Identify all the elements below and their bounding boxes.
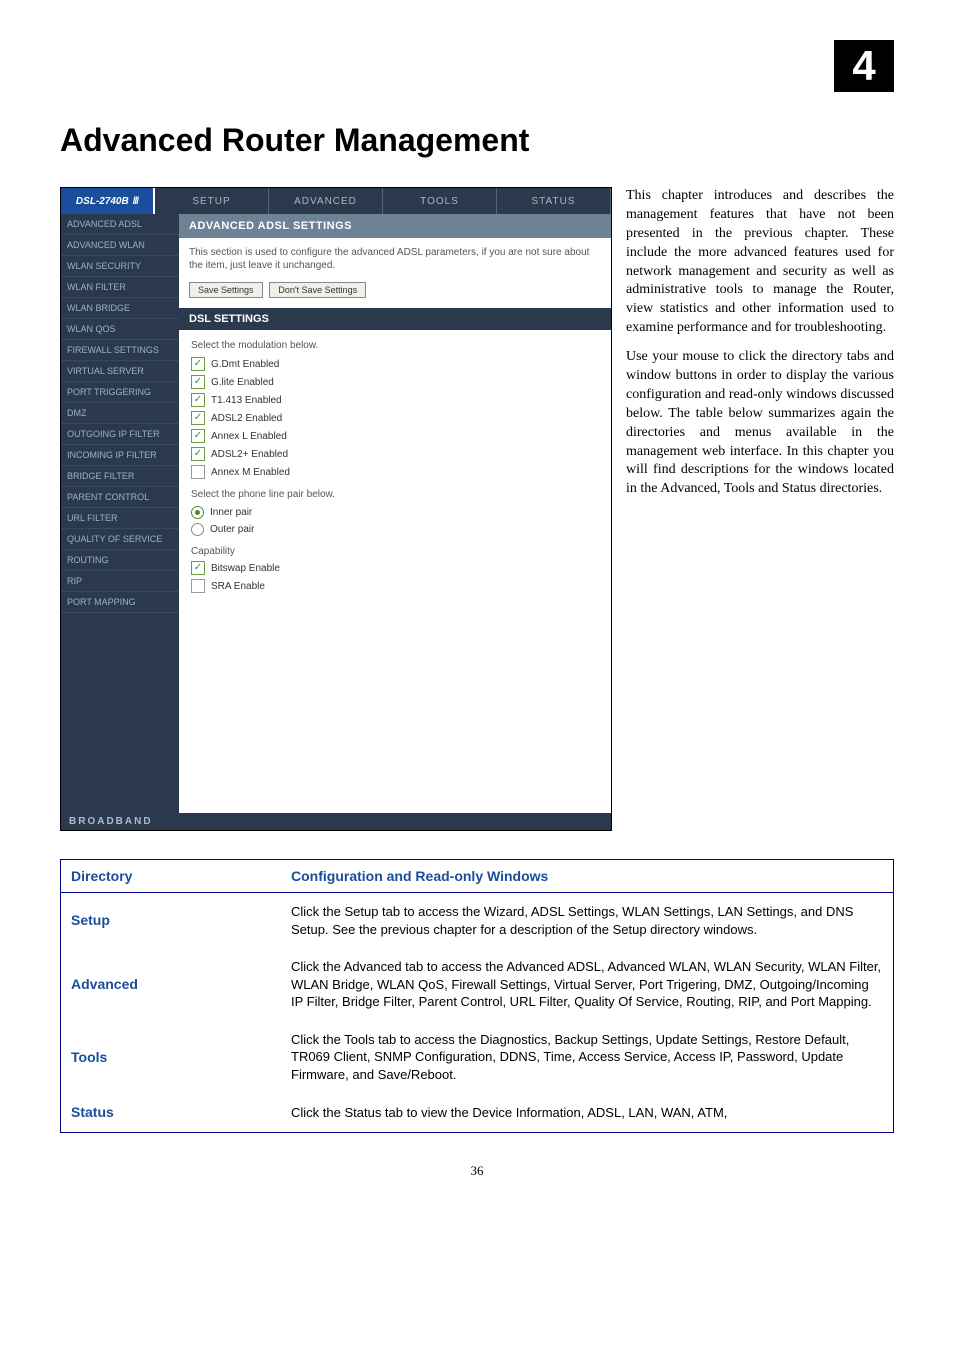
capability-label: Capability — [191, 546, 599, 557]
sidebar-item[interactable]: VIRTUAL SERVER — [61, 361, 179, 382]
sidebar-item[interactable]: WLAN BRIDGE — [61, 298, 179, 319]
checkbox[interactable]: ✓ — [191, 561, 205, 575]
dont-save-settings-button[interactable]: Don't Save Settings — [269, 282, 366, 298]
checkbox[interactable]: ✓ — [191, 375, 205, 389]
directory-label-advanced: Advanced — [61, 948, 282, 1021]
tab-tools[interactable]: TOOLS — [383, 188, 497, 214]
sidebar-item[interactable]: FIREWALL SETTINGS — [61, 340, 179, 361]
checkbox[interactable]: ✓ — [191, 393, 205, 407]
intro-text: This chapter introduces and describes th… — [626, 187, 894, 831]
directory-table: Directory Configuration and Read-only Wi… — [60, 859, 894, 1133]
pane-description: This section is used to configure the ad… — [179, 238, 611, 278]
directory-label-status: Status — [61, 1093, 282, 1132]
sidebar-item[interactable]: PORT MAPPING — [61, 592, 179, 613]
chapter-number-badge: 4 — [834, 40, 894, 92]
dsl-settings-header: DSL SETTINGS — [179, 308, 611, 330]
sidebar-item[interactable]: OUTGOING IP FILTER — [61, 424, 179, 445]
checkbox[interactable]: ✓ — [191, 447, 205, 461]
checkbox[interactable]: ✓ — [191, 357, 205, 371]
checkbox-label: SRA Enable — [211, 581, 265, 592]
sidebar-item[interactable]: RIP — [61, 571, 179, 592]
sidebar-item[interactable]: ADVANCED ADSL — [61, 214, 179, 235]
sidebar-item[interactable]: INCOMING IP FILTER — [61, 445, 179, 466]
checkbox-label: G.lite Enabled — [211, 377, 274, 388]
sidebar-item[interactable]: WLAN QOS — [61, 319, 179, 340]
directory-desc: Click the Status tab to view the Device … — [281, 1093, 894, 1132]
tab-advanced[interactable]: ADVANCED — [269, 188, 383, 214]
sidebar-item[interactable]: PARENT CONTROL — [61, 487, 179, 508]
sidebar-item[interactable]: PORT TRIGGERING — [61, 382, 179, 403]
sidebar: ADVANCED ADSL ADVANCED WLAN WLAN SECURIT… — [61, 214, 179, 813]
checkbox[interactable]: ✓ — [191, 411, 205, 425]
select-modulation-label: Select the modulation below. — [191, 340, 599, 351]
checkbox[interactable]: ✓ — [191, 429, 205, 443]
checkbox-label: Annex L Enabled — [211, 431, 287, 442]
checkbox-label: G.Dmt Enabled — [211, 359, 279, 370]
intro-paragraph-2: Use your mouse to click the directory ta… — [626, 348, 894, 499]
save-settings-button[interactable]: Save Settings — [189, 282, 263, 298]
directory-desc: Click the Setup tab to access the Wizard… — [281, 893, 894, 949]
chapter-title: Advanced Router Management — [60, 122, 894, 159]
radio-button[interactable] — [191, 523, 204, 536]
radio-button[interactable] — [191, 506, 204, 519]
directory-column-header: Directory — [61, 860, 282, 893]
device-model: DSL-2740B — [76, 196, 129, 207]
checkbox[interactable]: ✓ — [191, 465, 205, 479]
device-logo: DSL-2740B /// — [61, 188, 155, 214]
sidebar-item[interactable]: ROUTING — [61, 550, 179, 571]
logo-stripes: /// — [133, 196, 138, 207]
config-column-header: Configuration and Read-only Windows — [281, 860, 894, 893]
checkbox-label: T1.413 Enabled — [211, 395, 282, 406]
sidebar-item[interactable]: DMZ — [61, 403, 179, 424]
sidebar-item[interactable]: WLAN FILTER — [61, 277, 179, 298]
sidebar-item[interactable]: ADVANCED WLAN — [61, 235, 179, 256]
select-phone-pair-label: Select the phone line pair below. — [191, 489, 599, 500]
broadband-footer: BROADBAND — [61, 813, 611, 830]
checkbox-label: Annex M Enabled — [211, 467, 290, 478]
intro-paragraph-1: This chapter introduces and describes th… — [626, 187, 894, 338]
tab-status[interactable]: STATUS — [497, 188, 611, 214]
checkbox-label: Bitswap Enable — [211, 563, 280, 574]
router-admin-screenshot: DSL-2740B /// SETUP ADVANCED TOOLS STATUS… — [60, 187, 612, 831]
sidebar-item[interactable]: BRIDGE FILTER — [61, 466, 179, 487]
tab-setup[interactable]: SETUP — [155, 188, 269, 214]
checkbox-label: ADSL2+ Enabled — [211, 449, 288, 460]
sidebar-item[interactable]: URL FILTER — [61, 508, 179, 529]
radio-label: Inner pair — [210, 507, 252, 518]
directory-label-tools: Tools — [61, 1021, 282, 1094]
sidebar-item[interactable]: WLAN SECURITY — [61, 256, 179, 277]
directory-desc: Click the Tools tab to access the Diagno… — [281, 1021, 894, 1094]
checkbox[interactable]: ✓ — [191, 579, 205, 593]
content-pane: ADVANCED ADSL SETTINGS This section is u… — [179, 214, 611, 813]
directory-desc: Click the Advanced tab to access the Adv… — [281, 948, 894, 1021]
tab-row: DSL-2740B /// SETUP ADVANCED TOOLS STATUS — [61, 188, 611, 214]
radio-label: Outer pair — [210, 524, 254, 535]
checkbox-label: ADSL2 Enabled — [211, 413, 282, 424]
sidebar-item[interactable]: QUALITY OF SERVICE — [61, 529, 179, 550]
directory-label-setup: Setup — [61, 893, 282, 949]
page-number: 36 — [60, 1163, 894, 1179]
pane-header: ADVANCED ADSL SETTINGS — [179, 214, 611, 238]
